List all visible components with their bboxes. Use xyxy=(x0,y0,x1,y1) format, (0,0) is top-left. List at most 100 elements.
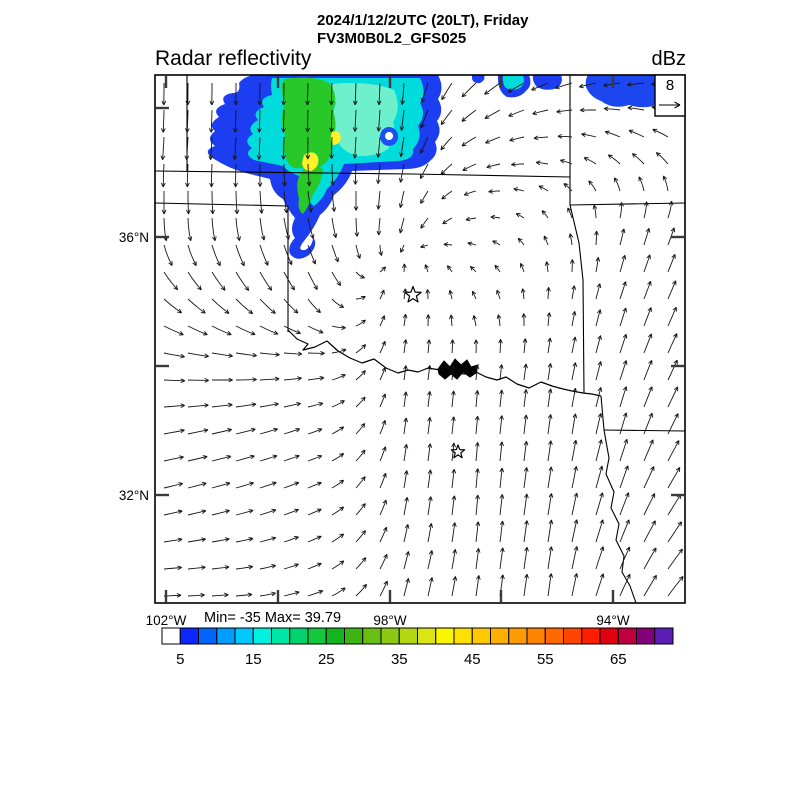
wind-arrow xyxy=(499,389,504,408)
wind-arrow xyxy=(211,509,230,516)
colorbar-cell xyxy=(453,627,473,645)
wind-arrow xyxy=(451,549,457,570)
wind-arrow xyxy=(209,83,215,106)
wind-arrow xyxy=(379,340,386,354)
wind-arrow xyxy=(307,217,315,239)
wind-arrow xyxy=(283,427,301,435)
wind-arrow xyxy=(187,271,202,291)
radar-reflectivity-layer xyxy=(207,75,685,259)
units-label: dBz xyxy=(652,48,686,70)
wind-arrow xyxy=(420,109,429,129)
wind-arrow xyxy=(546,286,551,300)
wind-arrow xyxy=(352,109,358,132)
wind-arrow xyxy=(259,591,276,597)
wind-arrow xyxy=(595,439,603,462)
wind-arrow xyxy=(520,262,525,273)
wind-arrow xyxy=(643,359,653,381)
wind-arrow xyxy=(571,519,579,543)
wind-arrow xyxy=(283,563,299,570)
wind-arrow xyxy=(451,416,456,435)
wind-arrow xyxy=(509,136,525,142)
wind-arrow xyxy=(595,335,602,354)
wind-arrow xyxy=(353,163,358,185)
colorbar-cell xyxy=(362,627,382,645)
lon-label: 94°W xyxy=(596,613,629,628)
wind-arrow xyxy=(257,82,263,106)
wind-arrow xyxy=(474,415,480,435)
wind-arrow xyxy=(211,402,233,408)
wind-arrow xyxy=(235,298,254,315)
wind-arrow xyxy=(163,428,185,435)
wind-arrow xyxy=(209,163,214,188)
wind-arrow xyxy=(331,400,345,408)
wind-arrow xyxy=(211,352,233,358)
wind-arrow xyxy=(499,520,505,543)
wind-arrow xyxy=(627,105,645,111)
colorbar-tick-label: 15 xyxy=(245,651,262,668)
wind-arrow xyxy=(469,265,477,273)
wind-arrow xyxy=(283,590,300,597)
colorbar-cell xyxy=(179,627,199,645)
wind-arrow xyxy=(547,573,554,597)
wind-arrow xyxy=(331,325,346,331)
wind-arrow xyxy=(283,298,299,314)
wind-arrow xyxy=(484,82,501,95)
wind-arrow xyxy=(451,576,458,597)
wind-arrow xyxy=(638,176,645,192)
wind-arrow xyxy=(595,413,603,435)
wind-arrow xyxy=(331,190,337,212)
wind-arrow xyxy=(619,438,629,462)
wind-arrow xyxy=(235,217,241,241)
wind-arrow xyxy=(543,235,549,246)
colorbar-cell xyxy=(198,627,218,645)
wind-arrow xyxy=(355,295,366,301)
wind-arrow xyxy=(427,496,433,516)
colorbar-cell xyxy=(490,627,510,645)
wind-arrow xyxy=(163,352,185,359)
city-star-icon xyxy=(450,444,466,459)
colorbar-tick-label: 35 xyxy=(391,651,408,668)
wind-arrow xyxy=(667,333,678,354)
wind-arrow xyxy=(283,351,303,357)
map-frame xyxy=(154,74,686,604)
wind-arrow xyxy=(403,391,408,408)
wind-arrow xyxy=(517,237,525,246)
wind-arrow xyxy=(307,401,324,408)
wind-arrow xyxy=(441,190,453,200)
wind-arrow xyxy=(451,495,457,516)
wind-arrow xyxy=(507,82,525,93)
wind-arrow xyxy=(187,217,193,242)
wind-arrow xyxy=(667,467,681,489)
colorbar-cell xyxy=(289,627,309,645)
wind-arrow xyxy=(643,412,653,435)
wind-arrow xyxy=(379,393,387,408)
colorbar-cell xyxy=(161,627,181,645)
wind-arrow xyxy=(513,187,525,192)
wind-arrow xyxy=(187,509,207,516)
wind-arrow xyxy=(235,564,254,570)
wind-arrow xyxy=(307,589,324,597)
wind-arrow xyxy=(355,476,366,489)
wind-arrow xyxy=(403,443,409,462)
wind-arrow xyxy=(462,163,477,171)
wind-arrow xyxy=(571,546,579,570)
wind-arrow xyxy=(523,520,529,543)
wind-arrow xyxy=(187,403,209,408)
wind-arrow xyxy=(331,298,345,308)
wind-arrow xyxy=(355,344,367,354)
wind-arrow xyxy=(232,136,238,161)
wind-arrow xyxy=(352,136,358,159)
wind-arrow xyxy=(442,217,453,225)
colorbar-cell xyxy=(471,627,491,645)
wind-arrow xyxy=(283,401,301,408)
wind-arrow xyxy=(499,441,504,462)
wind-arrow xyxy=(353,191,359,211)
wind-arrow xyxy=(210,190,215,215)
wind-arrow xyxy=(376,163,381,184)
wind-arrow xyxy=(211,428,232,435)
oklahoma-panhandle-south-border xyxy=(155,202,289,207)
wind-arrow xyxy=(523,440,529,462)
wind-arrow xyxy=(643,439,654,462)
wind-arrow xyxy=(449,314,454,327)
